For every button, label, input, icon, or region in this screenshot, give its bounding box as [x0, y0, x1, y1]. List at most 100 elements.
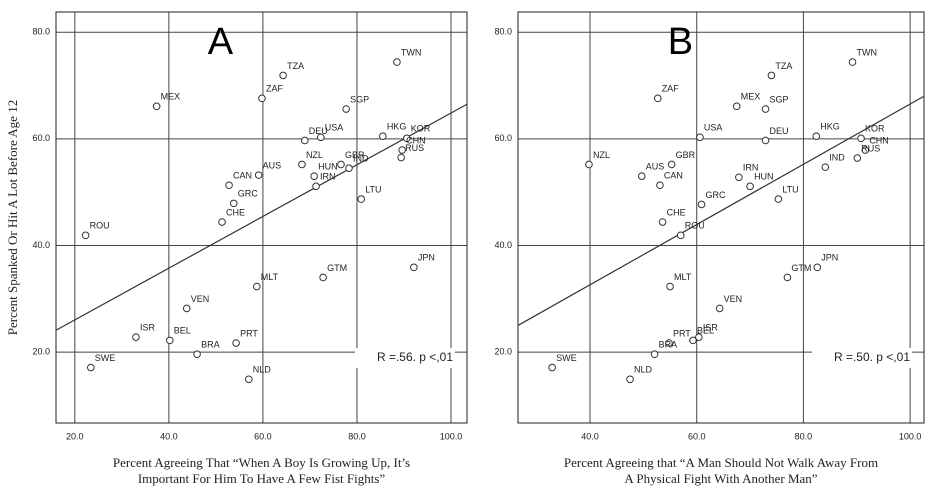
fit-line — [517, 95, 925, 326]
point — [258, 94, 266, 103]
point-label: SWE — [556, 353, 577, 363]
point-label: CAN — [233, 171, 252, 181]
y-tick-label: 60.0 — [494, 133, 512, 143]
point-label: MEX — [741, 92, 761, 102]
point — [853, 154, 862, 162]
annotation-box — [812, 348, 912, 368]
point — [696, 133, 704, 142]
point-label: MLT — [261, 272, 279, 282]
x-tick-label: 60.0 — [254, 431, 272, 441]
point — [300, 136, 309, 145]
point — [397, 153, 405, 162]
point — [81, 231, 90, 240]
point — [218, 218, 226, 226]
point — [316, 133, 325, 142]
y-axis-title: Percent Spanked Or Hit A Lot Before Age … — [5, 100, 20, 335]
annotation: R =.50. p <,01 — [834, 350, 910, 364]
y-tick-label: 80.0 — [32, 27, 50, 37]
annotation-box — [355, 348, 455, 368]
y-tick-label: 60.0 — [32, 133, 50, 143]
point-label: JPN — [821, 253, 838, 263]
panel-label: B — [668, 21, 693, 63]
point — [697, 200, 706, 209]
x-tick-label: 20.0 — [66, 431, 84, 441]
point — [310, 172, 318, 180]
point — [86, 363, 95, 372]
x-axis-title: Important For Him To Have A Few Fist Fig… — [138, 471, 386, 486]
point-label: NZL — [593, 150, 610, 160]
point — [132, 333, 140, 341]
point-label: IND — [353, 154, 369, 164]
point-label: HUN — [318, 162, 338, 172]
point — [182, 304, 191, 313]
y-tick-label: 40.0 — [494, 240, 512, 250]
point — [746, 182, 754, 191]
point-label: AUS — [263, 160, 282, 170]
x-tick-label: 60.0 — [688, 431, 706, 441]
point — [337, 160, 345, 169]
point — [848, 58, 857, 66]
point-label: BRA — [659, 340, 678, 350]
point-label: IRN — [743, 163, 759, 173]
point-label: SWE — [95, 353, 116, 363]
point — [193, 350, 201, 359]
point — [761, 105, 770, 113]
point — [345, 164, 353, 172]
point — [166, 336, 174, 345]
point — [403, 134, 411, 143]
point-label: BEL — [174, 326, 191, 336]
panel: 40.0 60.0 80.0 100.0 20.0 40.0 60.0 80.0 TWN TZA Z… — [494, 11, 925, 486]
y-tick-label: 20.0 — [494, 346, 512, 356]
point-label: RUS — [405, 143, 424, 153]
point — [229, 199, 238, 208]
point-label: LTU — [365, 184, 381, 194]
point-label: MLT — [674, 272, 692, 282]
point-label: VEN — [724, 294, 743, 304]
point-label: NZL — [306, 150, 323, 160]
point-label: HKG — [820, 122, 840, 132]
point-label: CHE — [667, 207, 686, 217]
point-label: ROU — [685, 221, 705, 231]
point-label: GBR — [676, 150, 696, 160]
x-axis-title: Percent Agreeing that “A Man Should Not … — [564, 455, 878, 470]
x-tick-label: 100.0 — [440, 431, 463, 441]
y-tick-label: 40.0 — [32, 240, 50, 250]
point-label: GTM — [791, 263, 811, 273]
point-label: GRC — [238, 189, 258, 199]
point — [821, 163, 830, 171]
point — [548, 363, 556, 372]
point-label: GBR — [345, 150, 365, 160]
point-label: CHE — [226, 207, 245, 217]
point — [735, 173, 743, 182]
point — [676, 231, 685, 240]
point — [812, 132, 821, 141]
point — [761, 136, 770, 145]
annotation: R =.56. p <,01 — [377, 350, 453, 364]
point-label: DEU — [770, 126, 789, 136]
panel: 20.0 40.0 60.0 80.0 100.0 20.0 40.0 60.0 80.0 TWN… — [5, 11, 468, 486]
point — [715, 304, 724, 313]
point-label: LTU — [782, 184, 798, 194]
point — [656, 181, 664, 190]
point — [658, 218, 667, 226]
point — [225, 181, 233, 190]
point — [312, 182, 320, 191]
x-tick-label: 80.0 — [795, 431, 813, 441]
point — [252, 282, 261, 291]
point — [813, 263, 822, 272]
point — [152, 102, 161, 111]
point-label: NLD — [253, 365, 272, 375]
panel-label: A — [208, 21, 234, 63]
point — [667, 160, 676, 169]
point — [732, 102, 741, 111]
x-tick-label: 100.0 — [899, 431, 922, 441]
point — [857, 134, 865, 143]
point-label: VEN — [191, 294, 210, 304]
point-label: DEU — [309, 126, 328, 136]
point-label: HUN — [754, 172, 774, 182]
point-label: USA — [325, 123, 344, 133]
point — [254, 171, 263, 179]
point — [585, 160, 593, 169]
point — [861, 146, 870, 154]
